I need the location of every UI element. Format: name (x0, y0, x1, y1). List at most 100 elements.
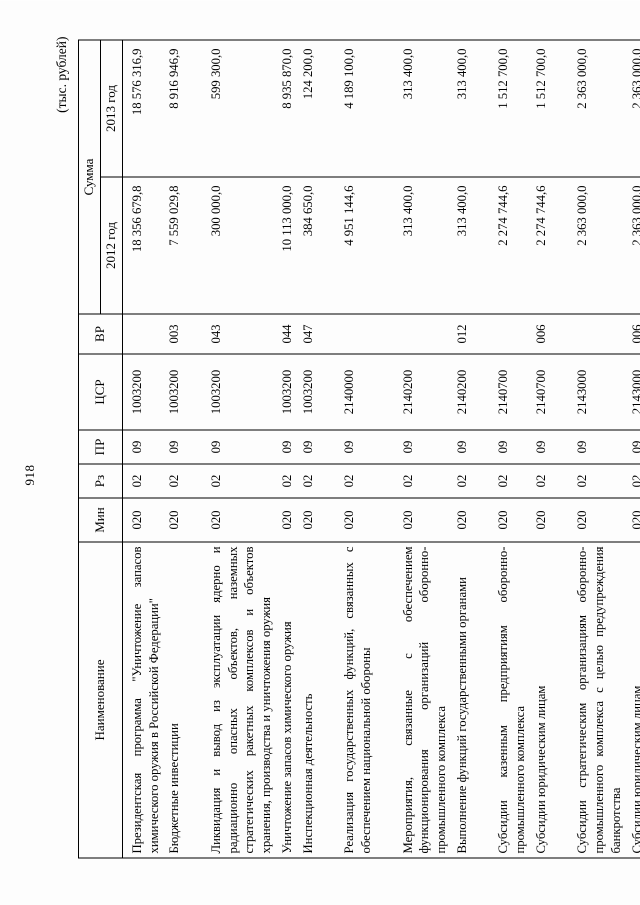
row-spacer-cell (318, 541, 340, 858)
row-spacer-cell (551, 429, 573, 464)
cell-pr: 09 (530, 429, 552, 464)
cell-sum-2012: 18 356 679,8 (122, 176, 165, 314)
row-spacer-cell (318, 463, 340, 498)
cell-csr: 2140700 (493, 353, 531, 430)
row-spacer (376, 39, 398, 858)
cell-rz: 02 (493, 463, 531, 498)
cell-vr (122, 313, 165, 354)
column-header-csr: ЦСР (78, 353, 123, 430)
row-spacer-cell (376, 497, 398, 542)
cell-csr: 1003200 (205, 353, 277, 430)
row-spacer-cell (185, 541, 206, 858)
cell-name: Субсидии юридическим лицам (530, 541, 552, 858)
row-spacer-cell (472, 463, 494, 498)
cell-vr: 012 (451, 313, 473, 354)
cell-pr: 09 (572, 429, 627, 464)
cell-vr (397, 313, 452, 354)
cell-name: Субсидии казенным предприятиям оборонно-… (493, 541, 531, 858)
row-spacer-cell (551, 39, 573, 177)
cell-name: Субсидии юридическим лицам (626, 541, 640, 858)
cell-rz: 02 (451, 463, 473, 498)
cell-min: 020 (572, 497, 627, 542)
row-spacer-cell (472, 541, 494, 858)
cell-vr: 006 (626, 313, 640, 354)
cell-sum-2013: 2 363 000,0 (626, 39, 640, 177)
row-spacer-cell (551, 541, 573, 858)
cell-sum-2012: 2 363 000,0 (626, 176, 640, 314)
cell-rz: 02 (339, 463, 377, 498)
cell-csr: 2140000 (339, 353, 377, 430)
column-header-vr: ВР (78, 313, 123, 354)
cell-min: 020 (451, 497, 473, 542)
row-spacer-cell (376, 39, 398, 177)
cell-sum-2013: 599 300,0 (205, 39, 277, 177)
row-spacer-cell (551, 176, 573, 314)
row-spacer-cell (185, 463, 206, 498)
row-spacer-cell (318, 313, 340, 354)
cell-min: 020 (626, 497, 640, 542)
table-row: Субсидии казенным предприятиям оборонно-… (493, 39, 531, 858)
table-body: Президентская программа "Уничтожение зап… (122, 39, 640, 858)
column-header-pr: ПР (78, 429, 123, 464)
header-row-top: Наименование Мин Рз ПР ЦСР ВР Сумма (78, 39, 123, 858)
cell-sum-2013: 8 916 946,9 (164, 39, 186, 177)
cell-sum-2012: 384 650,0 (297, 176, 319, 314)
cell-name: Субсидии стратегическим организациям обо… (572, 541, 627, 858)
cell-min: 020 (205, 497, 277, 542)
cell-rz: 02 (277, 463, 298, 498)
row-spacer-cell (472, 313, 494, 354)
table-row: Субсидии юридическим лицам 020 02 09 2140700… (530, 39, 552, 858)
cell-vr (572, 313, 627, 354)
cell-sum-2013: 2 363 000,0 (572, 39, 627, 177)
row-spacer-cell (185, 313, 206, 354)
row-spacer-cell (318, 353, 340, 430)
column-header-year-2012: 2012 год (100, 176, 123, 314)
cell-vr: 003 (164, 313, 186, 354)
cell-sum-2012: 2 274 744,6 (530, 176, 552, 314)
cell-name: Ликвидация и вывод из эксплуатации ядерн… (205, 541, 277, 858)
row-spacer (185, 39, 206, 858)
row-spacer-cell (376, 353, 398, 430)
cell-csr: 2140700 (530, 353, 552, 430)
cell-sum-2013: 313 400,0 (451, 39, 473, 177)
cell-name: Реализация государственных функций, связ… (339, 541, 377, 858)
budget-table: Наименование Мин Рз ПР ЦСР ВР Сумма 2012… (78, 39, 640, 858)
cell-sum-2013: 18 576 316,9 (122, 39, 165, 177)
table-row: Субсидии стратегическим организациям обо… (572, 39, 627, 858)
cell-min: 020 (297, 497, 319, 542)
column-header-year-2013: 2013 год (100, 39, 123, 177)
row-spacer-cell (472, 353, 494, 430)
row-spacer-cell (318, 429, 340, 464)
row-spacer-cell (376, 463, 398, 498)
row-spacer-cell (185, 353, 206, 430)
row-spacer-cell (472, 497, 494, 542)
row-spacer-cell (472, 429, 494, 464)
cell-csr: 1003200 (164, 353, 186, 430)
table-row: Президентская программа "Уничтожение зап… (122, 39, 165, 858)
cell-pr: 09 (122, 429, 165, 464)
cell-rz: 02 (626, 463, 640, 498)
table-row: Инспекционная деятельность 020 02 09 1003200… (297, 39, 319, 858)
cell-vr (493, 313, 531, 354)
table-row: Бюджетные инвестиции 020 02 09 1003200 003 7 5… (164, 39, 186, 858)
row-spacer (472, 39, 494, 858)
row-spacer-cell (472, 39, 494, 177)
table-header: Наименование Мин Рз ПР ЦСР ВР Сумма 2012… (78, 39, 123, 858)
cell-rz: 02 (530, 463, 552, 498)
table-row: Уничтожение запасов химического оружия 02… (277, 39, 298, 858)
table-row: Субсидии юридическим лицам 020 02 09 2143000… (626, 39, 640, 858)
cell-min: 020 (122, 497, 165, 542)
cell-name: Выполнение функций государственными орга… (451, 541, 473, 858)
row-spacer-cell (318, 497, 340, 542)
cell-name: Мероприятия, связанные с обеспечением фу… (397, 541, 452, 858)
cell-name: Бюджетные инвестиции (164, 541, 186, 858)
cell-rz: 02 (205, 463, 277, 498)
cell-csr: 1003200 (122, 353, 165, 430)
column-header-rz: Рз (78, 463, 123, 498)
cell-min: 020 (164, 497, 186, 542)
cell-min: 020 (397, 497, 452, 542)
cell-vr: 006 (530, 313, 552, 354)
cell-min: 020 (277, 497, 298, 542)
cell-sum-2013: 1 512 700,0 (530, 39, 552, 177)
